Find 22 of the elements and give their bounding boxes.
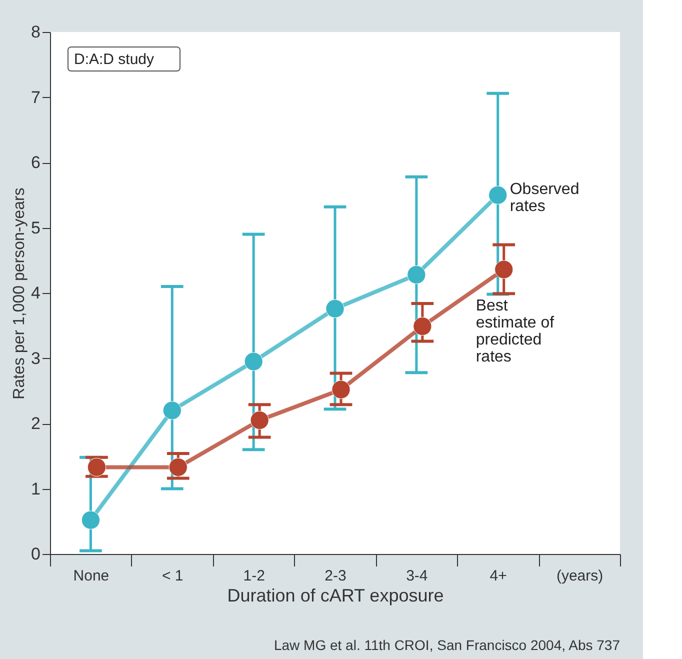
series-label: Best estimate of predicted rates xyxy=(476,298,555,366)
y-tick-label: 6 xyxy=(31,153,40,172)
annotation: D:A:D study xyxy=(74,51,155,68)
y-tick-label: 1 xyxy=(31,479,40,498)
y-tick-label: 7 xyxy=(31,88,40,107)
y-tick-label: 8 xyxy=(31,22,40,42)
y-tick-label: 5 xyxy=(31,218,40,238)
y-tick-label: 2 xyxy=(31,414,40,433)
x-tick-label: < 1 xyxy=(162,568,184,584)
x-tick-label: None xyxy=(73,568,110,584)
text: Law MG et al. 11th CROI, San Francisco 2004, Abs 737 xyxy=(274,637,620,653)
x-tick-label: 2-3 xyxy=(324,568,346,584)
y-tick-label: 0 xyxy=(31,544,40,564)
y-tick-label: 4 xyxy=(31,284,40,302)
x-tick-label: 3-4 xyxy=(406,568,428,584)
y-axis-title: Rates per 1,000 person-years xyxy=(11,188,28,400)
y-tick-label: 3 xyxy=(31,348,40,368)
series-label: Observed rates xyxy=(510,181,580,216)
x-tick-label: 4+ xyxy=(490,568,508,584)
x-tick-label: 1-2 xyxy=(243,568,265,584)
x-tick-label: (years) xyxy=(556,568,604,584)
x-axis-title: Duration of cART exposure xyxy=(227,586,444,606)
